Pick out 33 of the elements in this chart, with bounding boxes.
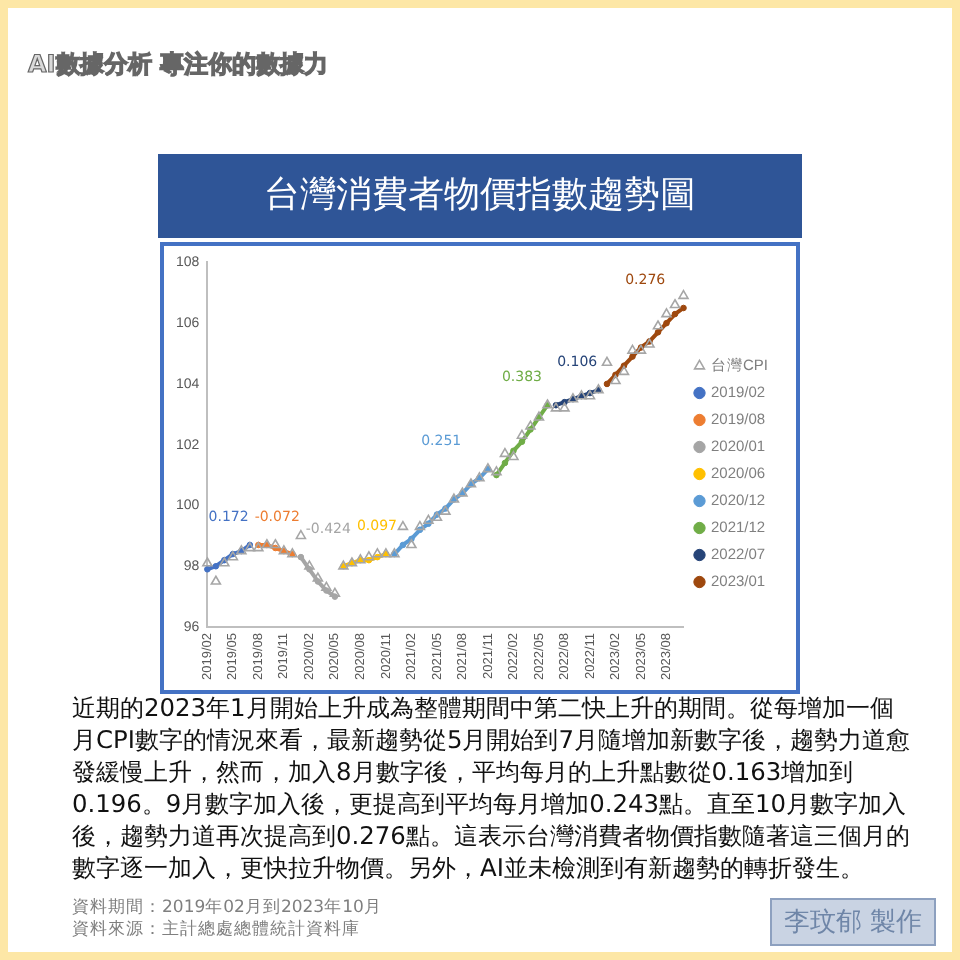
point (618, 365, 630, 376)
point (423, 514, 434, 525)
point (601, 356, 613, 367)
text: 近期的2023年1月開始上升成為整體期間中第二快上升的期間。從每增加一個月CPI數字的情況來看，最新趨勢從5月開始到7月隨增加新數字後，趨勢力道愈發緩慢上升，然而，加入8月數字後，平均每月的上升點數從0.163增加到0.196。9月數字加入後，更提高到平均每月增加0.243點。直至10月數字加入後，趨勢力道再次提高到0.276點。這表示台灣消費者物價指數隨著這三個月的數字逐一加入，更快拉升物價。另外，AI並未檢測到有新趨勢的轉折發生。 (72, 692, 912, 884)
text: AI數據分析 專注你的數據力 (28, 48, 328, 82)
point (508, 450, 519, 461)
point (397, 520, 409, 531)
chart-title: 台灣消費者物價指數趨勢圖 (158, 154, 802, 238)
point (312, 572, 324, 582)
point (406, 538, 417, 549)
point (270, 538, 281, 549)
point (414, 520, 426, 531)
point (491, 466, 502, 476)
point (652, 320, 664, 330)
point (202, 557, 213, 567)
point (610, 374, 621, 385)
text: 李玟郁 製作 (769, 898, 936, 946)
point (559, 402, 570, 412)
text: 資料期間：2019年02月到2023年10月 (72, 898, 382, 919)
point (516, 429, 528, 439)
point (295, 529, 307, 540)
point (678, 289, 689, 300)
point (210, 575, 222, 585)
point (627, 344, 638, 354)
point (499, 447, 511, 458)
point (669, 298, 681, 309)
point (329, 587, 341, 597)
source-note: 資料來源：主計總處總體統計資料庫 (72, 920, 362, 942)
point (525, 420, 536, 430)
point (363, 551, 375, 561)
point (304, 560, 315, 570)
point (661, 308, 672, 318)
point (372, 548, 383, 558)
